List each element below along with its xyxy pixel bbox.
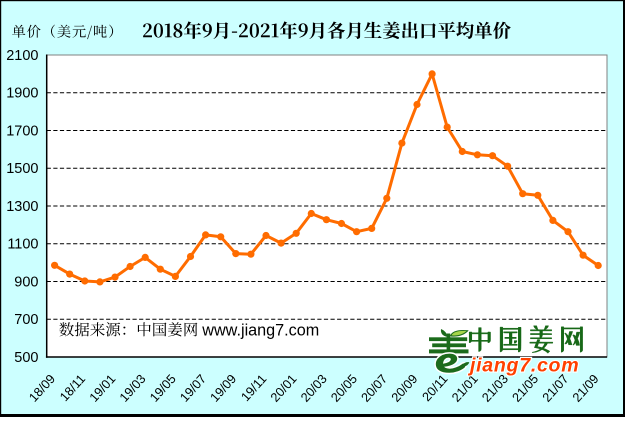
svg-text:1500: 1500: [6, 161, 38, 177]
svg-text:1300: 1300: [6, 199, 38, 215]
svg-text:1100: 1100: [7, 237, 38, 253]
svg-text:700: 700: [14, 312, 38, 328]
svg-text:www.jiang7.com: www.jiang7.com: [201, 322, 319, 340]
svg-text:2100: 2100: [6, 48, 38, 64]
svg-text:1900: 1900: [6, 86, 38, 102]
svg-text:500: 500: [14, 350, 38, 366]
svg-text:1700: 1700: [6, 123, 38, 139]
svg-text:900: 900: [14, 274, 38, 290]
svg-text:jiang7.com: jiang7.com: [467, 355, 579, 377]
